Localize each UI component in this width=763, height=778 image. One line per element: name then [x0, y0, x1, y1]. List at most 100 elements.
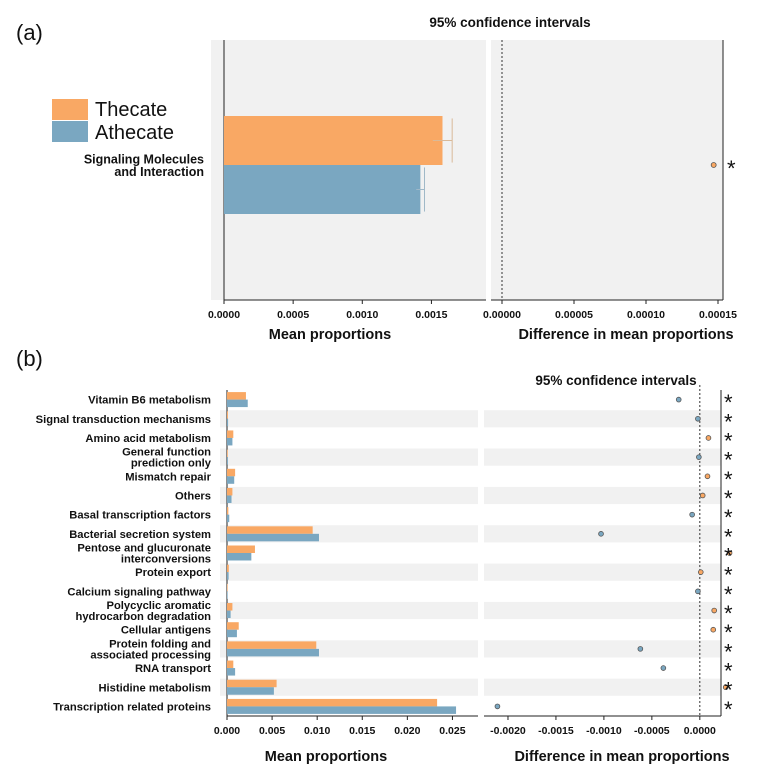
b-category-label-protein-folding-and-associated-processing-line-0: Protein folding and: [109, 638, 211, 650]
a-bar-athecate-signaling-molecules-and-interaction: [224, 165, 421, 214]
b-bar-band-15: [220, 678, 478, 696]
b-significance-histidine-metabolism: *: [724, 678, 733, 703]
b-bar-thecate-amino-acid-metabolism: [227, 430, 234, 438]
b-category-label-polycyclic-aromatic-hydrocarbon-degradation-line-1: hydrocarbon degradation: [75, 611, 211, 623]
a-ci-band-0: [491, 40, 723, 300]
b-ci-band-3: [484, 448, 721, 466]
b-ci-band-13: [484, 640, 721, 658]
b-significance-protein-folding-and-associated-processing: *: [724, 639, 733, 664]
a-ci-tick-label-1: 0.00005: [555, 309, 593, 321]
b-category-label-pentose-and-glucuronate-interconversions-line-1: interconversions: [121, 554, 211, 566]
b-significance-vitamin-b6-metabolism: *: [724, 390, 733, 415]
b-ci-point-histidine-metabolism: [722, 684, 729, 691]
b-bar-athecate-general-function-prediction-only: [227, 457, 228, 465]
b-bar-athecate-polycyclic-aromatic-hydrocarbon-degradation: [227, 610, 231, 619]
b-bar-athecate-basal-transcription-factors: [227, 514, 230, 523]
x-axis-label-mean-b: Mean proportions: [265, 749, 387, 765]
b-significance-polycyclic-aromatic-hydrocarbon-degradation: *: [724, 601, 733, 626]
b-bar-thecate-rna-transport: [227, 660, 234, 669]
b-significance-bacterial-secretion-system: *: [724, 524, 733, 549]
b-significance-mismatch-repair: *: [724, 467, 733, 492]
b-bar-athecate-bacterial-secretion-system: [227, 533, 319, 542]
b-bar-athecate-rna-transport: [227, 668, 236, 676]
legend: Thecate Athecate: [52, 99, 174, 144]
b-bar-thecate-cellular-antigens: [227, 622, 239, 630]
b-bar-thecate-basal-transcription-factors: [227, 507, 229, 515]
b-category-label-mismatch-repair: Mismatch repair: [125, 471, 211, 483]
a-category-label-signaling-molecules-and-interaction-line-0: Signaling Molecules: [84, 152, 204, 166]
b-bar-thecate-polycyclic-aromatic-hydrocarbon-degradation: [227, 603, 233, 611]
b-ci-tick-label-3: -0.0005: [634, 725, 670, 737]
b-category-label-calcium-signaling-pathway: Calcium signaling pathway: [67, 586, 211, 598]
b-ci-point-cellular-antigens: [710, 626, 717, 633]
b-ci-band-9: [484, 563, 721, 581]
b-category-label-protein-export: Protein export: [135, 567, 211, 579]
b-bar-thecate-pentose-and-glucuronate-interconversions: [227, 545, 255, 553]
a-ci-tick-label-2: 0.00010: [627, 309, 665, 321]
a-bar-tick-label-3: 0.0015: [415, 309, 447, 321]
legend-swatch-athecate: [52, 121, 88, 142]
b-bar-thecate-vitamin-b6-metabolism: [227, 392, 246, 400]
b-bar-athecate-mismatch-repair: [227, 476, 235, 484]
b-bar-thecate-histidine-metabolism: [227, 679, 277, 688]
panel-label-b: (b): [16, 346, 43, 371]
b-bar-thecate-bacterial-secretion-system: [227, 526, 313, 534]
b-ci-tick-label-2: -0.0010: [586, 725, 622, 737]
b-category-label-histidine-metabolism: Histidine metabolism: [98, 682, 211, 694]
b-ci-point-rna-transport: [660, 665, 667, 671]
b-ci-tick-label-0: -0.0020: [490, 725, 526, 737]
b-bar-band-3: [220, 448, 478, 466]
b-significance-signal-transduction-mechanisms: *: [724, 409, 733, 434]
a-ci-tick-label-0: 0.00000: [483, 309, 521, 321]
b-significance-cellular-antigens: *: [724, 620, 733, 645]
b-category-label-amino-acid-metabolism: Amino acid metabolism: [85, 433, 211, 445]
b-category-label-transcription-related-proteins: Transcription related proteins: [53, 701, 211, 713]
b-bar-athecate-protein-export: [227, 572, 229, 580]
b-significance-others: *: [724, 486, 733, 511]
b-bar-athecate-histidine-metabolism: [227, 687, 274, 695]
b-bar-thecate-general-function-prediction-only: [227, 449, 228, 458]
b-bar-tick-label-5: 0.025: [439, 725, 465, 737]
b-category-label-general-function-prediction-only-line-0: General function: [122, 447, 211, 459]
a-ci-point-signaling-molecules-and-interaction: [710, 162, 717, 168]
b-ci-point-vitamin-b6-metabolism: [675, 396, 682, 403]
a-bar-tick-label-0: 0.0000: [208, 309, 240, 321]
b-bar-athecate-cellular-antigens: [227, 629, 237, 638]
b-bar-tick-label-4: 0.020: [394, 725, 420, 737]
ci-title-a: 95% confidence intervals: [429, 15, 590, 30]
a-ci-tick-label-3: 0.00015: [699, 309, 737, 321]
b-category-label-others: Others: [175, 491, 211, 503]
b-ci-point-signal-transduction-mechanisms: [695, 415, 701, 422]
b-bar-athecate-protein-folding-and-associated-processing: [227, 648, 319, 657]
b-ci-point-bacterial-secretion-system: [598, 531, 604, 537]
b-ci-point-general-function-prediction-only: [696, 454, 702, 460]
b-bar-tick-label-3: 0.015: [349, 725, 375, 737]
b-bar-thecate-protein-export: [227, 564, 229, 573]
b-significance-calcium-signaling-pathway: *: [724, 582, 733, 607]
panel-b-plot: 0.000 0.005 0.010 0.015 0.020 0.025 -0.0020 -0.…: [36, 385, 733, 737]
b-ci-band-1: [484, 410, 721, 428]
b-ci-point-basal-transcription-factors: [689, 511, 695, 518]
b-bar-tick-label-0: 0.000: [214, 725, 240, 737]
b-ci-point-amino-acid-metabolism: [705, 435, 712, 441]
b-ci-point-mismatch-repair: [704, 473, 711, 480]
b-ci-point-protein-export: [697, 569, 704, 575]
b-significance-pentose-and-glucuronate-interconversions: *: [724, 544, 733, 569]
b-bar-band-9: [220, 563, 478, 581]
b-category-label-basal-transcription-factors: Basal transcription factors: [69, 510, 211, 522]
b-bar-athecate-pentose-and-glucuronate-interconversions: [227, 553, 252, 561]
b-ci-band-5: [484, 486, 721, 505]
a-bar-tick-label-1: 0.0005: [277, 309, 309, 321]
b-category-label-pentose-and-glucuronate-interconversions-line-0: Pentose and glucuronate: [77, 542, 211, 554]
b-bar-band-5: [220, 486, 478, 505]
b-significance-amino-acid-metabolism: *: [724, 428, 733, 453]
b-category-label-signal-transduction-mechanisms: Signal transduction mechanisms: [36, 414, 211, 426]
b-bar-thecate-calcium-signaling-pathway: [227, 583, 228, 592]
b-bar-athecate-others: [227, 495, 232, 503]
b-significance-basal-transcription-factors: *: [724, 505, 733, 530]
b-category-label-rna-transport: RNA transport: [135, 663, 211, 675]
b-category-label-vitamin-b6-metabolism: Vitamin B6 metabolism: [88, 395, 211, 407]
b-significance-general-function-prediction-only: *: [724, 448, 733, 473]
b-bar-thecate-protein-folding-and-associated-processing: [227, 641, 317, 649]
